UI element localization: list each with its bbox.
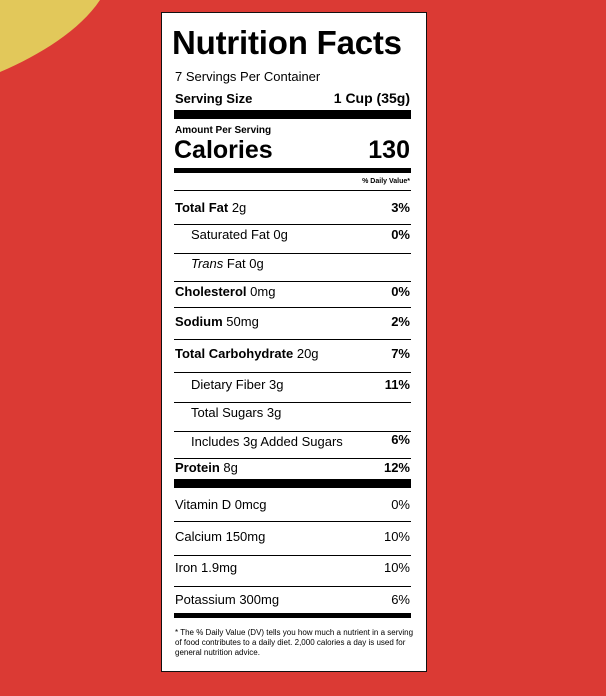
nutrition-facts-label: Nutrition Facts 7 Servings Per Container… — [161, 12, 427, 672]
footnote: * The % Daily Value (DV) tells you how m… — [175, 628, 414, 657]
divider — [174, 586, 411, 587]
nutrient-name: Saturated Fat — [191, 227, 270, 242]
divider — [174, 431, 411, 432]
nutrient-name: Total Sugars — [191, 405, 264, 420]
nutrient-cholesterol: Cholesterol 0mg — [175, 284, 275, 299]
iron: Iron 1.9mg — [175, 560, 237, 575]
vitamin-name: Iron — [175, 560, 198, 575]
calories-value: 130 — [368, 136, 410, 164]
nutrient-amount: 0mg — [250, 284, 276, 299]
servings-per-container: 7 Servings Per Container — [175, 69, 321, 84]
nutrient-amount: 3g — [269, 377, 284, 392]
nutrient-name: Trans — [191, 256, 224, 271]
nutrient-total-carbohydrate: Total Carbohydrate 20g — [175, 346, 319, 361]
vitamin-d: Vitamin D 0mcg — [175, 497, 267, 512]
divider — [174, 190, 411, 191]
divider — [174, 253, 411, 254]
vitamin-amount: 0mcg — [234, 497, 267, 512]
potassium: Potassium 300mg — [175, 592, 279, 607]
divider — [174, 307, 411, 308]
nutrient-total-fat: Total Fat 2g — [175, 200, 246, 215]
nutrient-amount: 8g — [223, 460, 238, 475]
nutrient-sodium: Sodium 50mg — [175, 314, 259, 329]
nutrient-name: Total Carbohydrate — [175, 346, 294, 361]
vitamin-dv: 0% — [391, 497, 410, 512]
nutrient-name: Dietary Fiber — [191, 377, 266, 392]
yellow-decorative-shape — [0, 0, 100, 72]
serving-size-label: Serving Size — [175, 91, 253, 106]
nutrient-amount: 0g — [273, 227, 288, 242]
nutrient-dv: 2% — [391, 314, 410, 329]
divider — [174, 521, 411, 522]
vitamin-name: Calcium — [175, 529, 222, 544]
divider — [174, 402, 411, 403]
nutrient-name: Protein — [175, 460, 220, 475]
nutrient-amount: 2g — [231, 200, 247, 215]
vitamin-name: Potassium — [175, 592, 236, 607]
nutrient-name: Total Fat — [175, 200, 229, 215]
nutrient-dv: 6% — [391, 432, 410, 447]
nutrient-amount: Fat 0g — [226, 256, 264, 271]
thick-divider — [174, 110, 411, 119]
medium-divider — [174, 168, 411, 173]
nutrient-dv: 11% — [384, 377, 410, 392]
nutrient-dv: 3% — [391, 200, 410, 215]
calcium: Calcium 150mg — [175, 529, 265, 544]
nutrient-amount: 3g — [266, 405, 282, 420]
nutrient-protein: Protein 8g — [175, 460, 238, 475]
divider — [174, 555, 411, 556]
nutrient-dietary-fiber: Dietary Fiber 3g — [191, 377, 284, 392]
daily-value-header: % Daily Value* — [362, 178, 410, 185]
divider — [174, 372, 411, 373]
nutrient-trans-fat: Trans Fat 0g — [191, 256, 264, 271]
nutrient-dv: 0% — [391, 284, 410, 299]
nutrient-saturated-fat: Saturated Fat 0g — [191, 227, 288, 242]
nutrient-name: Cholesterol — [175, 284, 247, 299]
calories-label: Calories — [174, 136, 273, 164]
vitamin-name: Vitamin D — [175, 497, 232, 512]
nutrient-dv: 12% — [383, 460, 410, 475]
nutrient-name: Sodium — [175, 314, 223, 329]
nutrient-dv: 7% — [391, 346, 410, 361]
medium-divider — [174, 613, 411, 618]
nutrient-name: Includes 3g Added Sugars — [191, 434, 343, 449]
nutrient-total-sugars: Total Sugars 3g — [191, 405, 281, 420]
nutrient-amount: 20g — [296, 346, 319, 361]
vitamin-dv: 10% — [383, 560, 410, 575]
nutrient-amount: 50mg — [226, 314, 259, 329]
nutrient-dv: 0% — [391, 227, 410, 242]
vitamin-dv: 10% — [383, 529, 410, 544]
serving-size-value: 1 Cup (35g) — [333, 90, 410, 106]
divider — [174, 224, 411, 225]
divider — [174, 281, 411, 282]
vitamin-amount: 300mg — [239, 592, 280, 607]
vitamin-dv: 6% — [391, 592, 410, 607]
nutrient-added-sugars: Includes 3g Added Sugars — [191, 434, 343, 449]
vitamin-amount: 150mg — [225, 529, 266, 544]
thick-divider — [174, 479, 411, 488]
label-title: Nutrition Facts — [172, 24, 402, 61]
divider — [174, 339, 411, 340]
divider — [174, 458, 411, 459]
amount-per-serving: Amount Per Serving — [175, 125, 272, 136]
vitamin-amount: 1.9mg — [201, 560, 238, 575]
